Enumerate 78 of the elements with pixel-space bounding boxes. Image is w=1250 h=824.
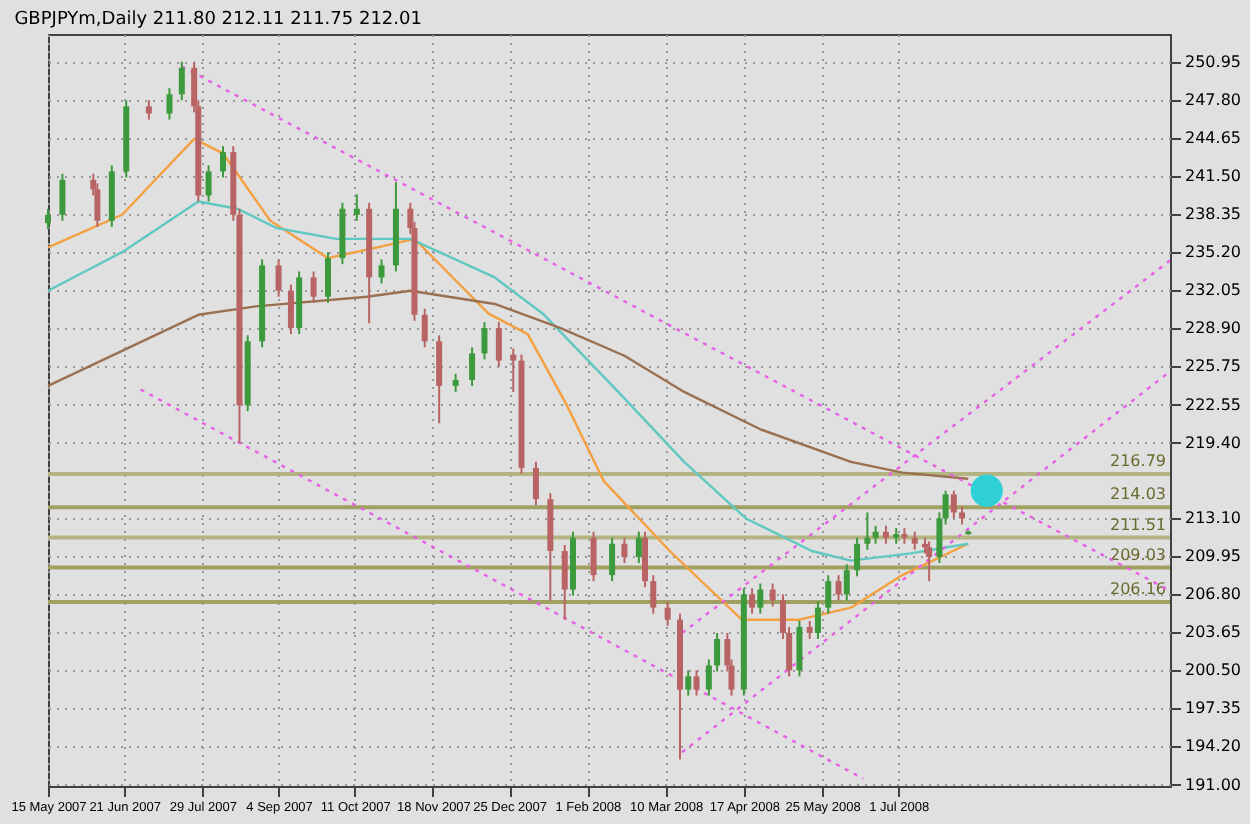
candlestick: [287, 283, 294, 336]
candlestick: [166, 87, 173, 121]
candlestick: [561, 543, 568, 621]
candlestick: [621, 536, 628, 565]
candlestick: [353, 193, 360, 222]
candlestick: [378, 258, 385, 285]
candlestick: [452, 372, 459, 393]
y-tick-label: 222.55: [1185, 395, 1241, 414]
candlestick: [714, 631, 721, 673]
y-tick-label: 247.80: [1185, 91, 1241, 110]
candlestick: [882, 524, 889, 545]
ref-line-label: 211.51: [1110, 515, 1166, 534]
y-tick-label: 241.50: [1185, 167, 1241, 186]
y-tick-label: 191.00: [1185, 775, 1241, 794]
y-tick-label: 225.75: [1185, 357, 1241, 376]
candlestick: [532, 460, 539, 507]
y-tick-label: 209.95: [1185, 547, 1241, 566]
y-tick-label: 219.40: [1185, 433, 1241, 452]
candlestick: [178, 60, 185, 102]
candlestick: [469, 346, 476, 387]
candlestick: [45, 207, 51, 231]
y-tick-label: 235.20: [1185, 243, 1241, 262]
candlestick: [950, 489, 957, 520]
y-tick-label: 244.65: [1185, 129, 1241, 148]
y-tick-label: 206.80: [1185, 585, 1241, 604]
candlestick: [421, 307, 428, 349]
candlestick: [749, 587, 756, 615]
candlestick: [959, 505, 966, 526]
candlestick: [825, 574, 832, 615]
candlestick: [205, 164, 212, 203]
candlestick: [854, 536, 861, 578]
candlestick: [664, 600, 671, 627]
candlestick: [911, 530, 918, 551]
candlestick: [635, 530, 642, 565]
candlestick: [650, 574, 657, 615]
candlestick: [769, 582, 776, 608]
y-tick-label: 250.95: [1185, 53, 1241, 72]
y-tick-label: 228.90: [1185, 319, 1241, 338]
candlestick: [835, 574, 842, 602]
ref-line-label: 209.03: [1110, 545, 1166, 564]
candlestick: [436, 334, 443, 425]
candlestick: [814, 600, 821, 640]
candlestick: [590, 530, 597, 583]
y-tick-label: 232.05: [1185, 281, 1241, 300]
candlestick: [145, 99, 152, 121]
candlestick: [481, 321, 488, 361]
line-series: [46, 137, 970, 621]
candlestick: [642, 530, 649, 589]
candlestick: [510, 347, 517, 393]
candlestick: [926, 540, 933, 583]
candlestick: [872, 524, 879, 545]
y-tick-label: 203.65: [1185, 623, 1241, 642]
candlestick: [796, 619, 803, 678]
candlestick: [864, 511, 871, 551]
candlestick: [495, 321, 502, 368]
candlestick: [685, 669, 692, 697]
candlestick: [693, 669, 700, 697]
candlestick: [94, 182, 101, 228]
ref-line-label: 214.03: [1110, 485, 1166, 504]
y-tick-label: 194.20: [1185, 737, 1241, 756]
candlestick: [757, 582, 764, 615]
ref-line-label: 206.16: [1110, 580, 1166, 599]
candlestick: [705, 658, 712, 697]
y-tick-label: 238.35: [1185, 205, 1241, 224]
candlestick: [843, 563, 850, 602]
candlestick: [806, 619, 813, 640]
candlestick: [219, 145, 226, 179]
candlestick: [310, 270, 317, 304]
y-tick-label: 213.10: [1185, 509, 1241, 528]
y-tick-label: 200.50: [1185, 661, 1241, 680]
candlestick: [609, 536, 616, 583]
y-tick-label: 197.35: [1185, 699, 1241, 718]
line-series: [46, 200, 970, 562]
candlestick: [324, 251, 331, 304]
chart-title: GBPJPYm,Daily 211.80 212.11 211.75 212.01: [14, 10, 422, 30]
ref-line-label: 216.79: [1110, 451, 1166, 470]
candlestick: [275, 258, 282, 298]
candlestick: [59, 172, 66, 222]
